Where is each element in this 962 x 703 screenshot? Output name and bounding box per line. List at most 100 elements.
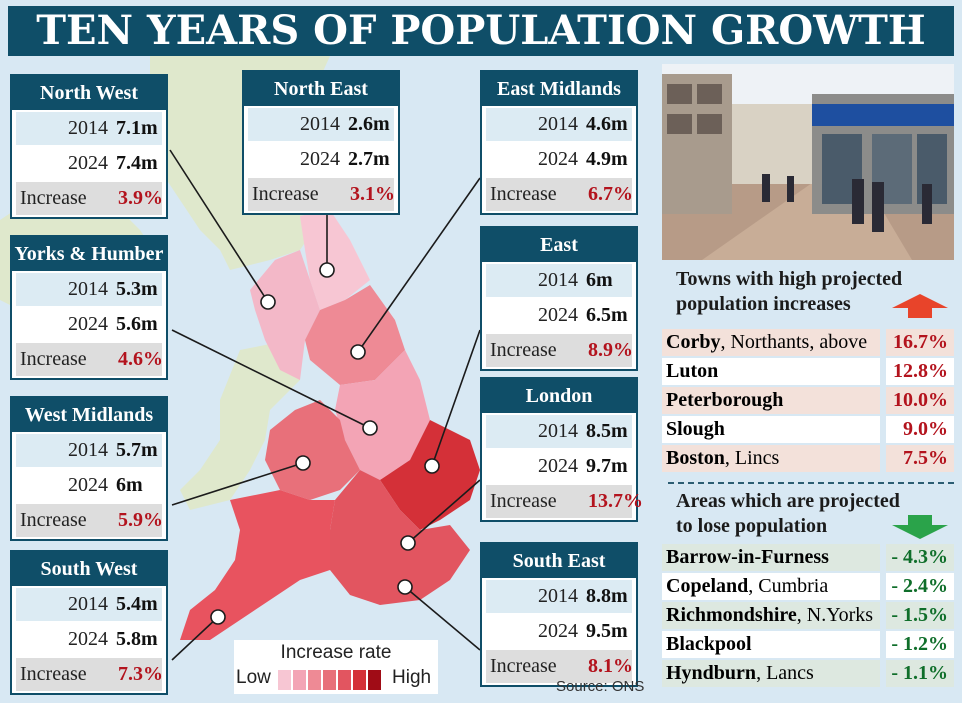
north-east-region [300, 210, 370, 310]
row-2014: 2014 8.5m [486, 415, 632, 448]
row-2014: 2014 7.1m [16, 112, 162, 145]
area-name-cell: Richmondshire, N.Yorks [662, 602, 880, 629]
population-2014: 7.1m [116, 117, 158, 139]
row-2024: 2024 9.7m [486, 450, 632, 483]
legend-swatch [338, 670, 351, 690]
region-box-north-west: North West 2014 7.1m 2024 7.4m Increase 3.9… [10, 74, 168, 219]
legend-low-label: Low [236, 667, 271, 688]
region-box-north-east: North East 2014 2.6m 2024 2.7m Increase 3.1… [242, 70, 400, 215]
population-2024: 7.4m [116, 152, 158, 174]
increase-value: 7.3% [118, 663, 163, 685]
region-box-south-west: South West 2014 5.4m 2024 5.8m Increase 7.3… [10, 550, 168, 695]
increase-label: Increase [20, 663, 87, 685]
street-photo [662, 64, 954, 260]
map-markers [210, 262, 440, 625]
area-detail: , N.Yorks [796, 604, 874, 626]
legend-swatch [368, 670, 381, 690]
year-label: 2014 [538, 420, 578, 442]
region-name: South East [482, 544, 636, 578]
region-name: North East [244, 72, 398, 106]
row-2024: 2024 2.7m [248, 143, 394, 176]
increase-label: Increase [490, 655, 557, 677]
row-2024: 2024 5.6m [16, 308, 162, 341]
area-detail: , Lancs [756, 662, 814, 684]
legend-swatch [323, 670, 336, 690]
year-label: 2024 [68, 313, 108, 335]
row-2024: 2024 6m [16, 469, 162, 502]
row-2014: 2014 4.6m [486, 108, 632, 141]
area-percent: - 1.1% [886, 660, 954, 687]
year-label: 2024 [300, 148, 340, 170]
town-name: Corby [666, 331, 721, 353]
year-label: 2024 [538, 620, 578, 642]
area-percent: - 4.3% [886, 544, 954, 571]
increase-label: Increase [20, 187, 87, 209]
year-label: 2014 [68, 593, 108, 615]
year-label: 2014 [538, 269, 578, 291]
town-row: Corby, Northants, above 16.7% [662, 329, 954, 356]
increase-label: Increase [252, 183, 319, 205]
legend: Increase rate Low High [234, 640, 438, 694]
town-row: Slough 9.0% [662, 416, 954, 443]
population-2014: 5.4m [116, 593, 158, 615]
row-2014: 2014 8.8m [486, 580, 632, 613]
population-2014: 8.8m [586, 585, 628, 607]
legend-swatch [353, 670, 366, 690]
legend-title: Increase rate [280, 642, 392, 663]
year-label: 2024 [68, 152, 108, 174]
town-detail: , Northants, above [720, 331, 868, 353]
towns-heading-line2: population increases [676, 293, 851, 315]
town-percent: 10.0% [886, 387, 954, 414]
town-name-cell: Corby, Northants, above [662, 329, 880, 356]
increase-label: Increase [20, 348, 87, 370]
town-row: Peterborough 10.0% [662, 387, 954, 414]
town-name-cell: Peterborough [662, 387, 880, 414]
area-name: Richmondshire [666, 604, 797, 626]
increase-value: 4.6% [118, 348, 163, 370]
increase-label: Increase [20, 509, 87, 531]
region-name: East Midlands [482, 72, 636, 106]
area-name-cell: Hyndburn, Lancs [662, 660, 880, 687]
increase-value: 3.1% [350, 183, 395, 205]
row-2014: 2014 5.3m [16, 273, 162, 306]
increase-value: 13.7% [588, 490, 643, 512]
row-increase: Increase 5.9% [16, 504, 163, 537]
year-label: 2014 [68, 278, 108, 300]
area-detail: , Cumbria [748, 575, 829, 597]
west-midlands-region [265, 400, 360, 500]
row-increase: Increase 4.6% [16, 343, 163, 376]
area-name: Copeland [666, 575, 749, 597]
area-percent: - 1.5% [886, 602, 954, 629]
region-name: East [482, 228, 636, 262]
year-label: 2014 [68, 117, 108, 139]
population-2024: 6m [116, 474, 143, 496]
region-box-south-east: South East 2014 8.8m 2024 9.5m Increase 8.1… [480, 542, 638, 687]
increase-value: 6.7% [588, 183, 633, 205]
row-increase: Increase 3.9% [16, 182, 163, 215]
year-label: 2014 [68, 439, 108, 461]
row-increase: Increase 6.7% [486, 178, 633, 211]
town-percent: 9.0% [886, 416, 954, 443]
east-midlands-region [335, 350, 430, 480]
row-increase: Increase 7.3% [16, 658, 163, 691]
source-credit: Source: ONS [556, 678, 645, 695]
down-arrow-icon [892, 515, 948, 539]
year-label: 2014 [538, 585, 578, 607]
increase-value: 8.1% [588, 655, 633, 677]
increase-value: 5.9% [118, 509, 163, 531]
area-percent: - 2.4% [886, 573, 954, 600]
town-name-cell: Boston, Lincs [662, 445, 880, 472]
area-row: Blackpool - 1.2% [662, 631, 954, 658]
year-label: 2024 [68, 628, 108, 650]
population-2024: 6.5m [586, 304, 628, 326]
row-2024: 2024 9.5m [486, 615, 632, 648]
legend-high-label: High [392, 667, 432, 688]
year-label: 2024 [538, 148, 578, 170]
town-name-cell: Slough [662, 416, 880, 443]
town-name: Slough [666, 418, 725, 440]
town-percent: 12.8% [886, 358, 954, 385]
areas-heading-line2: to lose population [676, 515, 828, 537]
row-increase: Increase 8.1% [486, 650, 633, 683]
year-label: 2024 [538, 304, 578, 326]
row-2024: 2024 6.5m [486, 299, 632, 332]
